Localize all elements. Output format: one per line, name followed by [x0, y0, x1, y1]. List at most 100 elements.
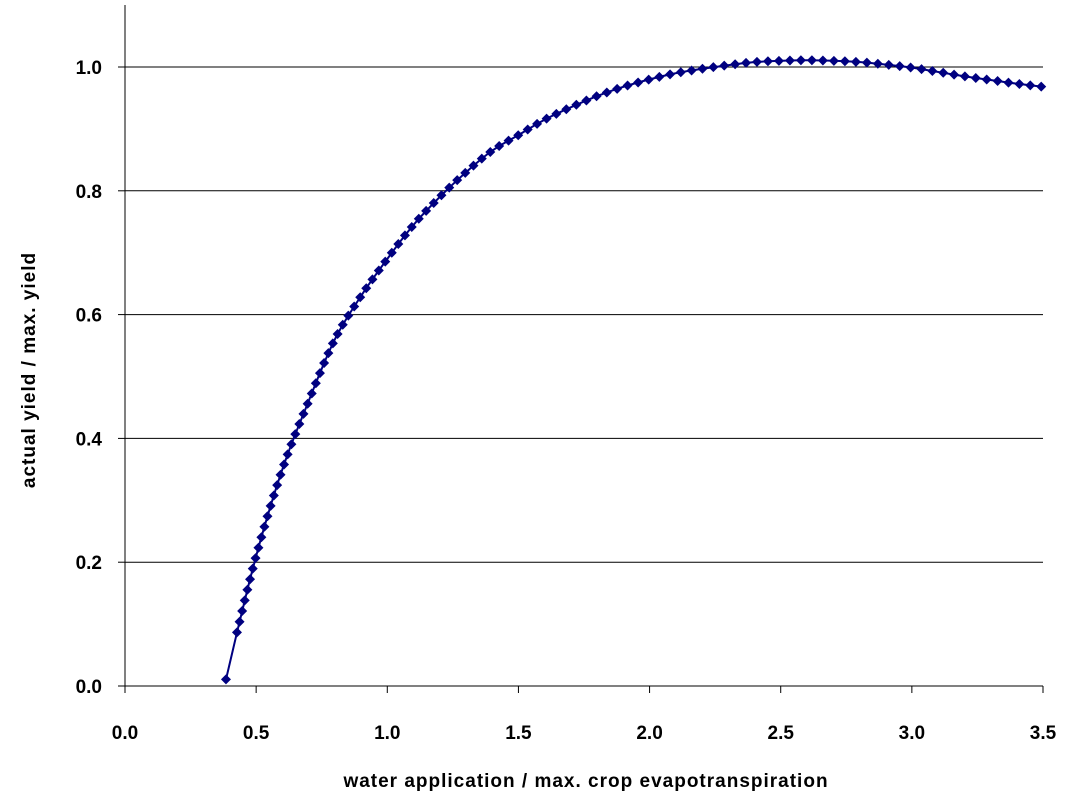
y-tick-label: 0.8 — [76, 182, 102, 203]
data-point-marker — [675, 67, 686, 78]
data-point-marker — [428, 198, 439, 209]
data-point-marker — [927, 65, 938, 76]
data-point-marker — [242, 584, 253, 595]
series-line — [225, 59, 1042, 680]
data-point-marker — [1025, 80, 1036, 91]
data-point-marker — [938, 67, 949, 78]
data-point-marker — [337, 319, 348, 330]
tick-labels: 0.0 0.2 0.4 0.6 0.8 1.0 0.0 0.5 1.0 1.5 2.0 2.5 3.0 3… — [76, 58, 1057, 744]
data-point-marker — [367, 274, 378, 285]
data-point-marker — [485, 146, 496, 157]
data-point-marker — [719, 60, 730, 71]
data-point-marker — [386, 247, 397, 258]
data-point-marker — [373, 265, 384, 276]
data-point-marker — [784, 55, 795, 66]
data-point-marker — [839, 56, 850, 67]
data-point-marker — [314, 368, 325, 379]
data-point-marker — [343, 310, 354, 321]
data-point-marker — [828, 55, 839, 66]
data-point-marker — [279, 459, 290, 470]
data-point-marker — [751, 56, 762, 67]
data-point-marker — [306, 388, 317, 399]
data-point-marker — [1003, 77, 1014, 88]
data-point-marker — [310, 378, 321, 389]
data-point-marker — [294, 419, 305, 430]
data-point-marker — [503, 135, 514, 146]
data-point-marker — [399, 230, 410, 241]
data-point-marker — [349, 301, 360, 312]
data-point-marker — [259, 521, 270, 532]
y-tick-label: 0.0 — [76, 677, 102, 698]
data-point-marker — [730, 59, 741, 70]
data-point-marker — [256, 532, 267, 543]
data-point-marker — [237, 606, 248, 617]
data-point-marker — [444, 182, 455, 193]
data-point-marker — [380, 256, 391, 267]
x-tick-label: 0.5 — [243, 723, 270, 744]
data-point-marker — [654, 71, 665, 82]
y-tick-label: 0.4 — [76, 429, 103, 450]
data-point-marker — [686, 65, 697, 76]
data-point-marker — [949, 69, 960, 80]
data-point-marker — [561, 104, 572, 115]
x-tick-label: 2.5 — [768, 723, 795, 744]
data-point-marker — [708, 62, 719, 73]
data-point-marker — [905, 62, 916, 73]
data-point-marker — [220, 674, 231, 685]
data-point-marker — [817, 55, 828, 66]
y-tick-label: 1.0 — [76, 58, 102, 79]
data-point-marker — [323, 348, 334, 359]
data-point-marker — [332, 328, 343, 339]
data-point-marker — [581, 95, 592, 106]
data-point-marker — [436, 190, 447, 201]
data-point-marker — [494, 141, 505, 152]
data-point-marker — [1014, 79, 1025, 90]
data-point-marker — [355, 292, 366, 303]
data-point-marker — [612, 83, 623, 94]
data-point-marker — [916, 64, 927, 75]
data-point-marker — [1036, 81, 1047, 92]
data-point-marker — [883, 59, 894, 70]
data-point-marker — [302, 398, 313, 409]
data-point-marker — [247, 563, 258, 574]
x-tick-label: 0.0 — [112, 723, 138, 744]
x-tick-label: 1.5 — [505, 723, 532, 744]
data-point-marker — [319, 358, 330, 369]
data-point-marker — [601, 87, 612, 98]
data-point-marker — [361, 283, 372, 294]
data-point-marker — [265, 500, 276, 511]
data-point-marker — [571, 99, 582, 110]
data-point-marker — [992, 76, 1003, 87]
data-point-marker — [245, 574, 256, 585]
data-point-marker — [665, 69, 676, 80]
data-point-marker — [413, 213, 424, 224]
gridlines — [125, 66, 1043, 563]
x-tick-label: 2.0 — [636, 723, 662, 744]
data-point-marker — [286, 439, 297, 450]
data-point-marker — [795, 55, 806, 66]
data-point-marker — [633, 77, 644, 88]
data-point-marker — [234, 616, 245, 627]
axes — [118, 5, 1044, 693]
y-tick-label: 0.6 — [76, 306, 102, 327]
data-point-marker — [268, 490, 279, 501]
y-tick-label: 0.2 — [76, 553, 102, 574]
data-point-marker — [513, 130, 524, 141]
x-tick-label: 3.5 — [1030, 723, 1057, 744]
data-point-marker — [393, 239, 404, 250]
data-point-marker — [970, 72, 981, 83]
data-point-marker — [622, 80, 633, 91]
data-point-marker — [806, 55, 817, 66]
data-point-marker — [959, 71, 970, 82]
data-point-marker — [460, 167, 471, 178]
data-point-marker — [298, 408, 309, 419]
data-point-marker — [894, 61, 905, 72]
y-axis-title: actual yield / max. yield — [19, 252, 40, 488]
data-point-marker — [762, 56, 773, 67]
data-point-marker — [861, 57, 872, 68]
data-point-marker — [773, 55, 784, 66]
data-point-marker — [643, 74, 654, 85]
data-point-marker — [262, 511, 273, 522]
data-point-marker — [522, 124, 533, 135]
